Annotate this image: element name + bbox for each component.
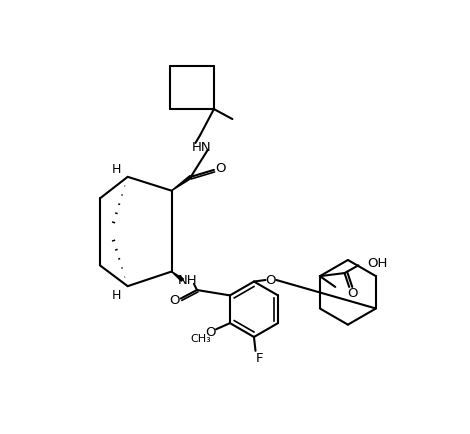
Text: CH₃: CH₃ [190, 333, 211, 344]
Text: H: H [112, 163, 122, 176]
Text: F: F [256, 352, 263, 365]
Text: NH: NH [178, 273, 197, 286]
Text: OH: OH [368, 257, 388, 270]
Polygon shape [172, 176, 192, 191]
Text: O: O [266, 273, 276, 286]
Text: O: O [169, 293, 180, 306]
Text: HN: HN [192, 141, 212, 154]
Polygon shape [172, 272, 183, 281]
Text: O: O [347, 286, 358, 299]
Text: O: O [215, 162, 225, 175]
Text: O: O [205, 326, 216, 339]
Text: H: H [112, 289, 122, 302]
